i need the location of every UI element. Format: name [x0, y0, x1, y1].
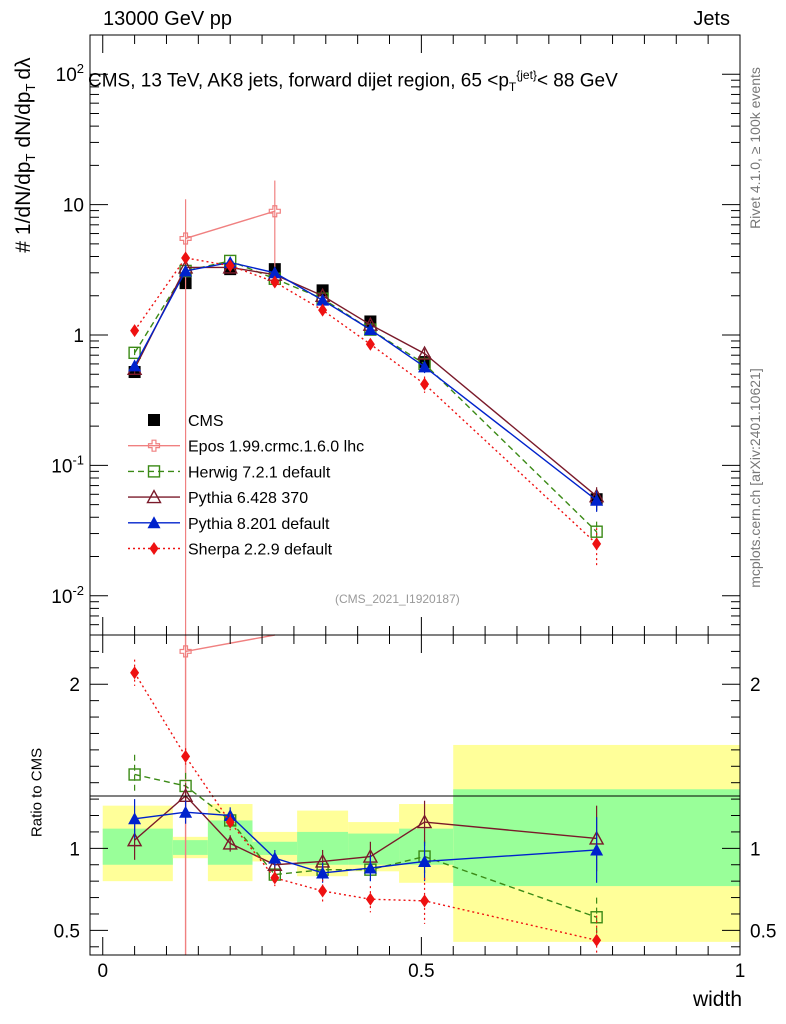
sherpa-2-2-9-default-ratio-point	[318, 884, 328, 898]
legend: CMS Epos 1.99.crmc.1.6.0 lhc Herwig 7.2.1 …	[128, 413, 364, 559]
sherpa-2-2-9-default-ratio-line	[134, 672, 597, 941]
legend-marker	[147, 439, 161, 452]
y-tick-label: 102	[56, 61, 84, 86]
pythia-6-428-370-point	[416, 345, 433, 360]
herwig-7-2-1-default-point	[590, 525, 603, 538]
pythia-8-201-default-ratio-point	[363, 861, 377, 874]
ratio-band-inner-3	[252, 841, 298, 855]
sherpa-2-2-9-default-point	[318, 303, 328, 317]
ratio-tick-label-right: 2	[750, 675, 761, 696]
sherpa-2-2-9-default-ratio-point	[225, 815, 235, 829]
y-tick-label: 1	[73, 326, 84, 347]
herwig-7-2-1-default-ratio-line	[134, 773, 597, 918]
x-tick-label: 0.5	[408, 961, 434, 982]
header-process: 13000 GeV pp	[103, 8, 232, 30]
pythia-8-201-default-ratio-point	[179, 805, 193, 818]
ratio-band-inner-5	[348, 833, 400, 865]
analysis-id: (CMS_2021_I1920187)	[335, 592, 460, 606]
pythia-8-201-default-ratio-line	[134, 811, 597, 874]
legend-marker	[146, 489, 162, 504]
ratio-band-inner-1	[172, 840, 208, 855]
legend-label: Pythia 8.201 default	[188, 516, 330, 533]
x-tick-label: 1	[735, 961, 746, 982]
sherpa-2-2-9-default-point	[365, 337, 375, 351]
sherpa-2-2-9-default-ratio-point	[181, 749, 191, 763]
legend-label: Pythia 6.428 370	[188, 490, 308, 507]
x-tick-label: 0	[97, 961, 108, 982]
y-tick-label: 10-1	[51, 452, 84, 477]
herwig-7-2-1-default-ratio-point	[128, 768, 141, 781]
ratio-tick-label-right: 1	[750, 839, 761, 860]
pythia-8-201-default-ratio-point	[268, 851, 282, 864]
sherpa-2-2-9-default-point	[225, 259, 235, 273]
ratio-band-inner-0	[102, 828, 173, 865]
epos-1-99-crmc-1-6-0-lhc-point	[179, 232, 192, 245]
pythia-6-428-370-ratio-point	[416, 814, 433, 829]
herwig-7-2-1-default-point	[128, 346, 141, 360]
ratio-panel-layer	[126, 634, 605, 955]
legend-marker	[147, 516, 161, 529]
sherpa-2-2-9-default-point	[181, 251, 191, 265]
pythia-6-428-370-ratio-point	[126, 832, 143, 847]
pythia-6-428-370-line	[133, 266, 598, 497]
plot-title: CMS, 13 TeV, AK8 jets, forward dijet reg…	[88, 68, 618, 95]
main-panel-layer	[126, 180, 605, 635]
ratio-tick-label-left: 2	[69, 675, 80, 696]
legend-label: CMS	[188, 413, 224, 430]
ratio-tick-label-left: 1	[69, 839, 80, 860]
legend-label: Herwig 7.2.1 default	[188, 464, 331, 481]
pythia-8-201-default-point	[179, 264, 193, 277]
pythia-8-201-default-point	[590, 493, 604, 506]
ratio-panel-frame	[89, 634, 741, 956]
sherpa-2-2-9-default-point	[420, 377, 430, 391]
pythia-6-428-370-ratio-point	[222, 835, 238, 850]
herwig-7-2-1-default-ratio-point	[590, 911, 603, 924]
pythia-8-201-default-ratio-point	[590, 843, 604, 856]
legend-label: Sherpa 2.2.9 default	[188, 542, 333, 559]
epos-1-99-crmc-1-6-0-lhc-line	[185, 210, 276, 240]
pythia-8-201-default-point	[363, 323, 377, 336]
y-tick-label: 10-2	[51, 583, 84, 608]
pythia-6-428-370-ratio-line	[134, 794, 597, 866]
sherpa-2-2-9-default-ratio-point	[592, 933, 602, 947]
pythia-8-201-default-point	[128, 359, 142, 372]
pythia-8-201-default-ratio-point	[418, 854, 432, 867]
epos-1-99-crmc-1-6-0-lhc-ratio-point	[179, 645, 192, 658]
legend-marker	[149, 542, 159, 555]
legend-label: Epos 1.99.crmc.1.6.0 lhc	[188, 439, 364, 456]
sherpa-2-2-9-default-point	[270, 275, 280, 289]
x-axis-title: width	[692, 988, 742, 1011]
legend-marker	[148, 414, 160, 426]
sherpa-2-2-9-default-ratio-point	[365, 892, 375, 906]
pythia-8-201-default-ratio-point	[316, 866, 330, 879]
header-category: Jets	[693, 8, 730, 30]
legend-marker	[147, 465, 161, 478]
pythia-8-201-default-line	[133, 261, 598, 501]
y-tick-label: 10	[63, 196, 84, 217]
ratio-tick-label-left: 0.5	[54, 921, 80, 942]
pythia-8-201-default-ratio-point	[128, 812, 142, 825]
pythia-8-201-default-point	[316, 293, 330, 306]
epos-1-99-crmc-1-6-0-lhc-point	[268, 205, 281, 218]
ratio-tick-label-right: 0.5	[750, 921, 776, 942]
sherpa-2-2-9-default-point	[130, 324, 140, 338]
pythia-8-201-default-point	[418, 360, 432, 373]
sherpa-2-2-9-default-line	[134, 257, 598, 545]
pythia-8-201-default-point	[268, 266, 282, 279]
sherpa-2-2-9-default-point	[592, 537, 602, 551]
sherpa-2-2-9-default-ratio-point	[420, 894, 430, 908]
sherpa-2-2-9-default-ratio-point	[130, 666, 140, 680]
sherpa-2-2-9-default-ratio-point	[270, 871, 280, 885]
